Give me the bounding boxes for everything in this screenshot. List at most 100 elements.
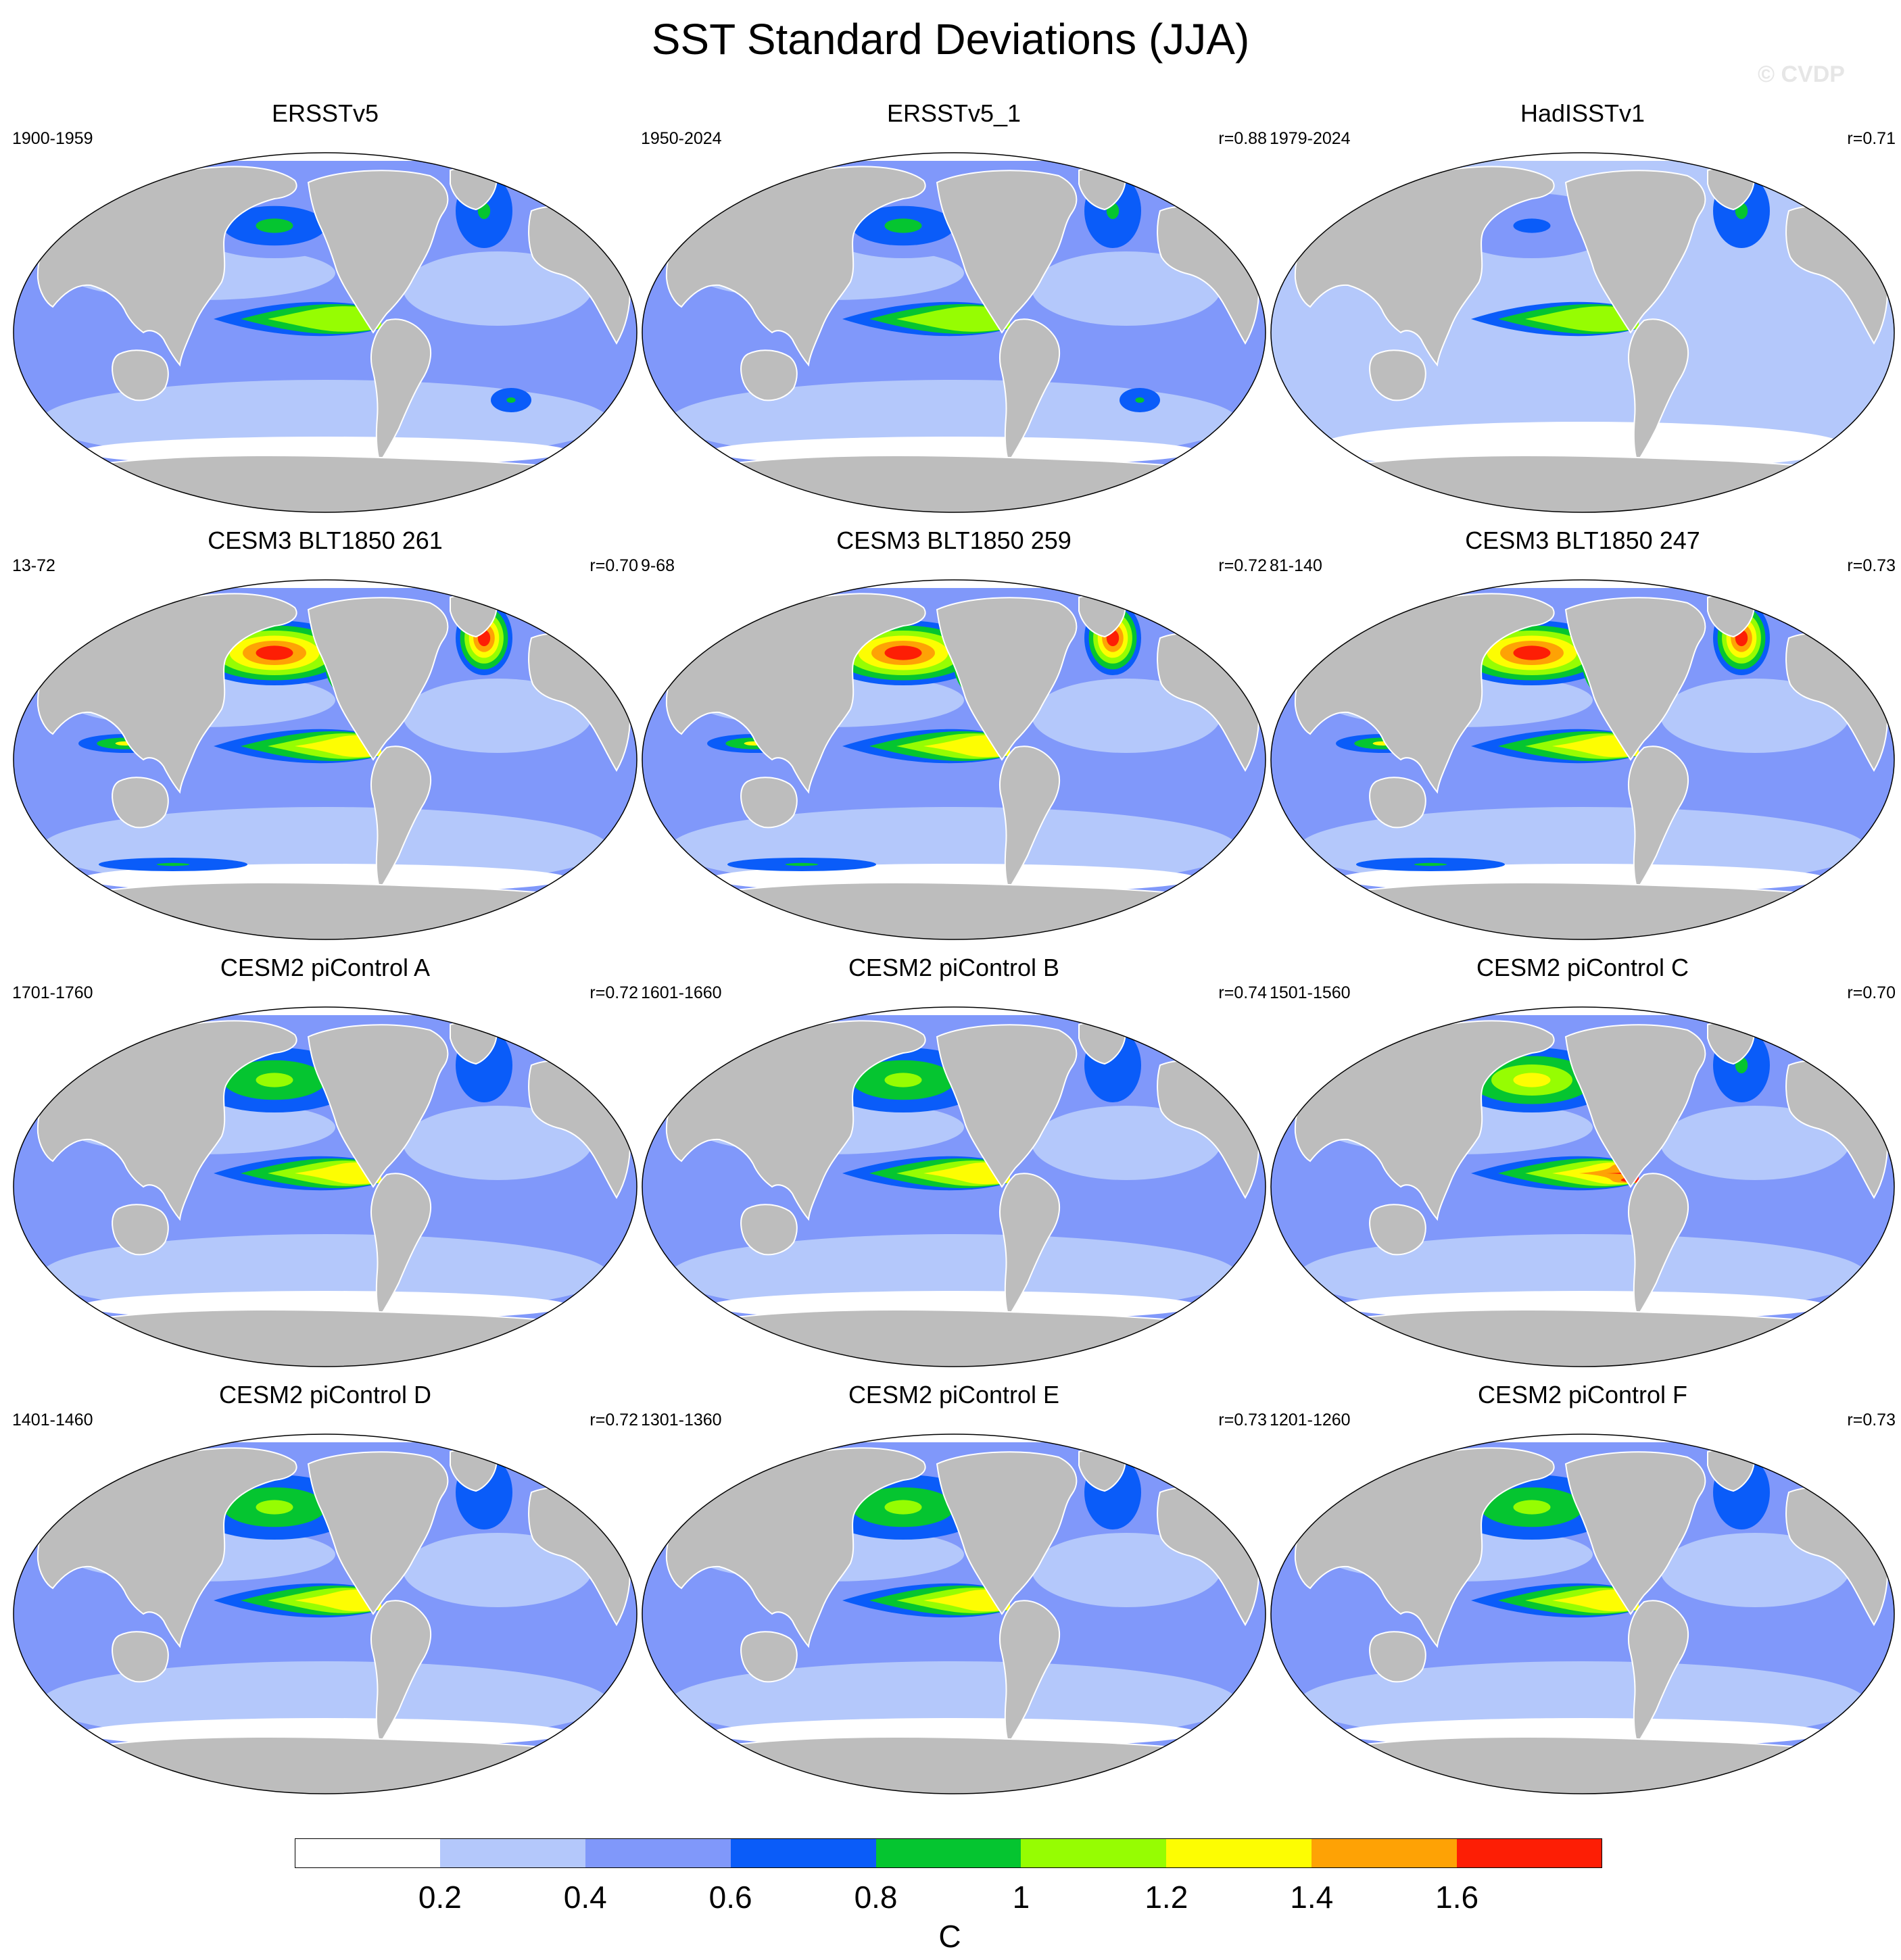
australia-land	[1369, 1204, 1426, 1256]
antarctica-land	[693, 1308, 1235, 1367]
north-america-land	[307, 1024, 449, 1188]
north-america-land	[1564, 1451, 1706, 1615]
north-pacific-anomaly	[256, 1500, 293, 1515]
south-america-land	[1628, 318, 1689, 464]
antarctica-land	[693, 1736, 1235, 1794]
panel-correlation: r=0.70	[589, 556, 638, 575]
arctic-coastal-anomaly	[1414, 163, 1433, 167]
atlantic-band	[1032, 679, 1221, 753]
antarctica-land	[1322, 1736, 1864, 1794]
map-panel: CESM3 BLT1850 261 13-72 r=0.70	[11, 526, 640, 945]
panel-title: CESM2 piControl E	[848, 1381, 1060, 1408]
atlantic-band	[1032, 251, 1221, 326]
equatorial-pacific-anomaly	[295, 1162, 381, 1185]
panel-period: 81-140	[1270, 556, 1322, 575]
north-america-land	[1564, 597, 1706, 761]
north-pacific-anomaly	[1513, 218, 1551, 233]
panel-title: CESM3 BLT1850 259	[836, 526, 1072, 554]
antarctica-land	[693, 881, 1235, 939]
globe-outline	[13, 152, 637, 513]
arctic-coastal-anomaly	[786, 1444, 804, 1448]
panel-title: CESM3 BLT1850 247	[1465, 526, 1700, 554]
australia-land	[1369, 349, 1426, 401]
panel-correlation: r=0.70	[1847, 983, 1896, 1002]
panel-period: 1701-1760	[12, 983, 93, 1002]
arctic-coastal-anomaly	[141, 160, 191, 170]
globe-outline	[1270, 1434, 1895, 1794]
equatorial-pacific-anomaly	[268, 306, 381, 332]
panel-period: 13-72	[12, 556, 55, 575]
south-america-land	[370, 1173, 432, 1319]
map-panel: CESM2 piControl D 1401-1460 r=0.72	[11, 1380, 640, 1799]
australia-land	[740, 777, 798, 829]
arctic-ice-edge	[78, 1007, 572, 1015]
australia-land	[1369, 1631, 1426, 1683]
australia-land	[740, 1631, 798, 1683]
colorbar-tick-label: 0.6	[708, 1880, 752, 1915]
colorbar-unit: C	[938, 1919, 961, 1954]
sst-map	[642, 579, 1266, 940]
antarctica-land	[64, 881, 606, 939]
antarctica-land	[1322, 454, 1864, 512]
globe-outline	[1270, 1006, 1895, 1367]
antarctica-land	[64, 1308, 606, 1367]
arctic-coastal-anomaly	[141, 1442, 191, 1451]
north-pacific-anomaly	[1513, 1073, 1551, 1087]
panel-title: ERSSTv5	[271, 99, 379, 127]
south-america-land	[999, 318, 1061, 464]
arctic-coastal-anomaly	[141, 1014, 191, 1024]
north-america-land	[307, 597, 449, 761]
atlantic-band	[1660, 679, 1850, 753]
map-content	[14, 580, 637, 939]
equatorial-pacific-anomaly	[896, 306, 1010, 332]
north-america-land	[1564, 170, 1706, 334]
australia-land	[1369, 777, 1426, 829]
colorbar-box	[730, 1838, 877, 1868]
map-panel: CESM3 BLT1850 247 81-140 r=0.73	[1268, 526, 1897, 945]
arctic-coastal-anomaly	[770, 1014, 820, 1024]
equatorial-pacific-anomaly	[1525, 306, 1639, 332]
sst-map	[642, 1434, 1266, 1794]
north-pacific-anomaly	[256, 218, 293, 233]
australia-land	[112, 1631, 169, 1683]
map-panel: CESM2 piControl C 1501-1560 r=0.70	[1268, 953, 1897, 1372]
arctic-coastal-anomaly	[157, 590, 176, 594]
arctic-coastal-anomaly	[770, 160, 820, 170]
atlantic-band	[1660, 1106, 1850, 1180]
arctic-coastal-anomaly	[157, 1017, 176, 1021]
map-panel: CESM2 piControl E 1301-1360 r=0.73	[640, 1380, 1268, 1799]
north-america-land	[936, 1451, 1078, 1615]
panel-period: 1401-1460	[12, 1411, 93, 1429]
panel-correlation: r=0.74	[1218, 983, 1267, 1002]
globe-outline	[1270, 579, 1895, 940]
north-america-land	[936, 1024, 1078, 1188]
panel-correlation: r=0.73	[1218, 1411, 1267, 1429]
arctic-coastal-anomaly	[770, 587, 820, 597]
north-pacific-anomaly	[1513, 1500, 1551, 1515]
atlantic-band	[1660, 1533, 1850, 1607]
south-america-land	[1628, 745, 1689, 891]
panel-correlation: r=0.72	[589, 983, 638, 1002]
arctic-coastal-anomaly	[770, 1442, 820, 1451]
arctic-ice-edge	[78, 1434, 572, 1442]
colorbar-box	[439, 1838, 586, 1868]
panel-title: CESM2 piControl D	[218, 1381, 432, 1408]
panel-title: CESM2 piControl F	[1477, 1381, 1688, 1408]
sst-map	[13, 1006, 637, 1367]
sst-map	[1270, 1434, 1895, 1794]
equatorial-pacific-anomaly	[923, 1589, 1010, 1612]
panel-period: 1979-2024	[1270, 129, 1351, 148]
south-america-land	[999, 1600, 1061, 1746]
panel-period: 9-68	[641, 556, 675, 575]
antarctica-land	[1322, 1308, 1864, 1367]
panel-title: CESM2 piControl C	[1476, 954, 1689, 981]
equatorial-pacific-anomaly	[1552, 735, 1639, 758]
panel-title: CESM3 BLT1850 261	[208, 526, 443, 554]
north-america-land	[936, 170, 1078, 334]
south-atlantic-anomaly	[506, 397, 516, 403]
panel-title: ERSSTv5_1	[886, 99, 1021, 127]
panel-period: 1501-1560	[1270, 983, 1351, 1002]
figure-title: SST Standard Deviations (JJA)	[651, 15, 1250, 64]
sst-map	[642, 152, 1266, 513]
equatorial-pacific-anomaly	[923, 1162, 1010, 1185]
